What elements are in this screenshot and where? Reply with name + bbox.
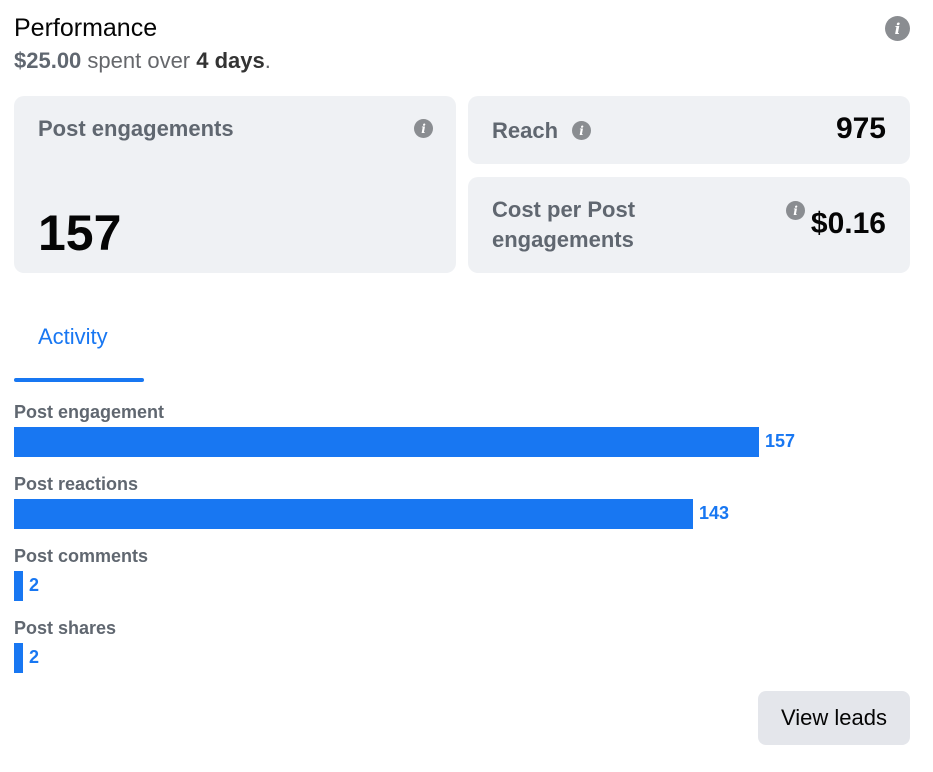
metric-label: Post shares (14, 618, 117, 638)
cost-per-engagement-label: Cost per Post engagements (492, 197, 636, 252)
info-icon[interactable]: i (885, 16, 910, 41)
post-engagements-label: Post engagements (38, 116, 234, 141)
reach-value: 975 (835, 112, 886, 145)
metric-label: Post comments (14, 546, 149, 566)
metric-value: 2 (29, 647, 40, 667)
info-icon[interactable]: i (786, 201, 805, 220)
metric-bar (14, 571, 23, 601)
tab-active-indicator (14, 378, 144, 382)
cost-per-engagement-card: Cost per Post engagements i $0.16 (468, 177, 910, 273)
info-icon[interactable]: i (414, 119, 433, 138)
spend-period: . (264, 48, 271, 73)
reach-card: Reach i 975 (468, 96, 910, 164)
metric-row-post-shares: Post shares 2 (14, 616, 914, 688)
spend-duration: 4 days (196, 48, 265, 73)
reach-label: Reach (492, 118, 559, 143)
metric-label: Post reactions (14, 474, 139, 494)
post-engagements-card: Post engagements i 157 (14, 96, 456, 273)
spent-text: spent over (81, 48, 197, 73)
activity-metrics: Post engagement 157 Post reactions 143 P… (14, 400, 914, 688)
metric-row-post-comments: Post comments 2 (14, 544, 914, 616)
post-engagements-value: 157 (38, 205, 122, 261)
metric-bar (14, 499, 693, 529)
metric-row-post-reactions: Post reactions 143 (14, 472, 914, 544)
metric-value: 157 (765, 431, 796, 451)
page-title: Performance (14, 14, 158, 42)
metric-bar (14, 427, 759, 457)
metric-label: Post engagement (14, 402, 165, 422)
metric-value: 143 (699, 503, 730, 523)
spend-summary: $25.00 spent over 4 days. (14, 48, 271, 74)
metric-bar (14, 643, 23, 673)
metric-value: 2 (29, 575, 40, 595)
cost-per-engagement-value: $0.16 (810, 207, 886, 240)
tab-activity-label: Activity (38, 324, 108, 349)
view-leads-button[interactable]: View leads (758, 691, 910, 745)
tab-activity[interactable]: Activity (14, 316, 144, 382)
info-icon[interactable]: i (572, 121, 591, 140)
metric-row-post-engagement: Post engagement 157 (14, 400, 914, 472)
spent-amount: $25.00 (14, 48, 82, 73)
